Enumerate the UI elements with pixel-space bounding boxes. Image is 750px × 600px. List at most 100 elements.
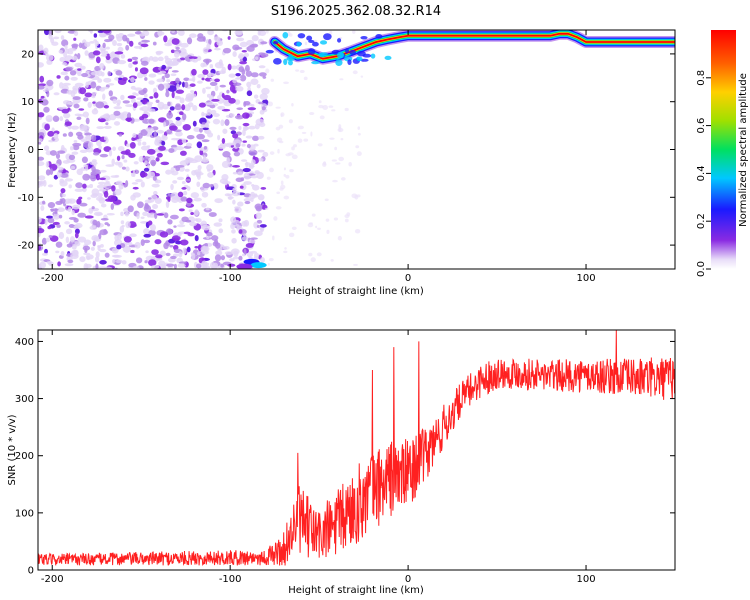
spectrogram-cell xyxy=(74,232,79,239)
spectrogram-cell xyxy=(202,264,211,269)
spectrogram-cell xyxy=(91,166,96,173)
spectrogram-cell xyxy=(46,90,50,98)
spectrogram-cell xyxy=(175,131,183,137)
spectrogram-cell xyxy=(102,30,111,34)
spectrogram-cell xyxy=(360,75,364,78)
spectrogram-cell xyxy=(182,124,191,131)
spectrogram-cell xyxy=(200,245,210,253)
spectrogram-cell xyxy=(328,105,334,108)
spectrogram-cell xyxy=(285,153,291,157)
spectrogram-cell xyxy=(60,71,68,76)
spectrogram-x-ticks: -200 -100 0 100 xyxy=(41,30,596,284)
spectrogram-cell xyxy=(258,72,267,77)
spectrogram-cell xyxy=(247,107,257,111)
spectrogram-cell xyxy=(179,239,189,246)
spectrogram-cell xyxy=(288,119,293,124)
spectrogram-cell xyxy=(214,47,221,51)
spectrogram-cell xyxy=(137,201,144,209)
spectrogram-cell xyxy=(308,39,315,43)
spectrogram-cell xyxy=(303,76,308,81)
snr-x-tick-label: -100 xyxy=(219,574,242,585)
spectrogram-cell xyxy=(105,180,110,184)
spectrogram-cell xyxy=(318,100,322,104)
spectrogram-cell xyxy=(71,151,79,155)
spectrogram-cell xyxy=(265,30,269,34)
spectrogram-cell xyxy=(69,146,74,151)
spectrogram-cell xyxy=(125,166,130,172)
spectrogram-cell xyxy=(52,221,60,226)
spectrogram-cell xyxy=(60,35,65,41)
spectrogram-cell xyxy=(129,40,134,47)
colorbar-gradient xyxy=(711,30,736,269)
spectrogram-cell xyxy=(308,252,313,257)
spectrogram-cell xyxy=(66,243,73,248)
spectrogram-cell xyxy=(195,263,202,269)
spectrogram-cell xyxy=(257,30,264,33)
spectrogram-cell xyxy=(61,108,70,114)
spectrogram-cell xyxy=(204,122,208,128)
spectrogram-cell xyxy=(43,47,49,55)
spectrogram-cell xyxy=(181,104,186,111)
spectrogram-cell xyxy=(69,236,75,243)
spectrogram-cell xyxy=(142,99,148,105)
spectrogram-cell xyxy=(72,96,81,101)
spectrogram-cell xyxy=(85,134,91,142)
spectrogram-cell xyxy=(47,217,55,224)
spectrogram-cell xyxy=(214,78,220,83)
spectrogram-cell xyxy=(360,36,368,40)
spectrogram-cell xyxy=(291,146,295,151)
spectrogram-cell xyxy=(229,85,236,93)
spectrogram-cell xyxy=(167,101,171,107)
spectrogram-cell xyxy=(73,103,80,109)
spectrogram-cell xyxy=(67,198,76,204)
spectrogram-cell xyxy=(170,192,180,200)
spectrogram-cell xyxy=(111,158,116,166)
spectrogram-cell xyxy=(254,56,259,60)
spectrogram-cell xyxy=(288,232,295,238)
spectrogram-cell xyxy=(196,141,203,149)
spectrogram-cell xyxy=(48,34,53,40)
spectrogram-cell xyxy=(165,196,171,200)
spectrogram-cell xyxy=(71,204,81,210)
snr-series-line xyxy=(38,330,675,567)
spectrogram-cell xyxy=(169,125,178,131)
spectrogram-cell xyxy=(64,44,68,51)
spectrogram-cell xyxy=(256,171,264,179)
spectrogram-cell xyxy=(227,263,236,267)
spectrogram-cell xyxy=(126,143,131,148)
spectrogram-cell xyxy=(194,209,199,216)
spectrogram-cell xyxy=(222,245,230,250)
spectrogram-cell xyxy=(47,225,52,230)
spectrogram-cell xyxy=(165,91,170,98)
spectrogram-cell xyxy=(344,218,349,223)
spectrogram-cell xyxy=(170,214,179,220)
spectrogram-cell xyxy=(185,93,194,101)
spectrogram-x-tick-label: 100 xyxy=(576,273,595,284)
spectrogram-cell xyxy=(68,216,77,220)
spectrogram-cell xyxy=(120,94,125,101)
spectrogram-cell xyxy=(221,93,225,99)
spectrogram-cell xyxy=(79,124,88,132)
spectrogram-cell xyxy=(112,98,118,104)
spectrogram-cell xyxy=(356,56,363,62)
spectrogram-cell xyxy=(177,263,186,268)
spectrogram-cell xyxy=(87,141,94,149)
spectrogram-cell xyxy=(239,41,248,48)
spectrogram-cell xyxy=(100,243,104,248)
spectrogram-cell xyxy=(196,55,202,61)
spectrogram-cell xyxy=(197,165,202,171)
spectrogram-cell xyxy=(283,195,290,200)
spectrogram-cell xyxy=(84,132,92,136)
spectrogram-cell xyxy=(197,80,203,84)
spectrogram-cell xyxy=(165,169,172,175)
spectrogram-cell xyxy=(87,101,92,109)
spectrogram-cell xyxy=(375,34,383,39)
spectrogram-cell xyxy=(143,239,151,244)
spectrogram-cell xyxy=(278,124,284,129)
spectrogram-cell xyxy=(100,217,109,221)
spectrogram-cell xyxy=(76,198,82,205)
snr-x-label: Height of straight line (km) xyxy=(288,585,424,596)
spectrogram-cell xyxy=(170,183,174,191)
spectrogram-cell xyxy=(261,87,270,95)
spectrogram-cell xyxy=(125,104,134,108)
